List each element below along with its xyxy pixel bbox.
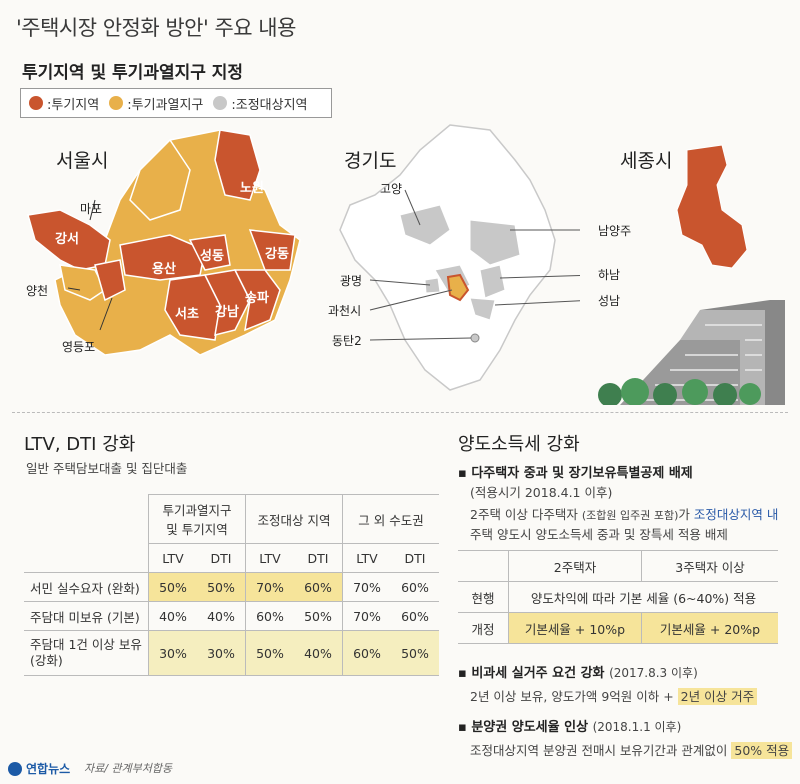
seoul-map: 노원 강서 성동 강동 용산 송파 강남 서초: [27, 130, 301, 356]
district-label: 성동: [200, 249, 224, 264]
footer-logo: 연합뉴스: [8, 760, 70, 777]
table-cell: 60%: [245, 601, 294, 631]
sub-col-header: LTV: [245, 543, 294, 573]
sejong-map: [676, 144, 748, 269]
place-label: 하남: [598, 268, 621, 282]
bullet-residence: ▪ 비과세 실거주 요건 강화 (2017.8.3 이후): [458, 666, 698, 681]
legend-swatch: [29, 96, 43, 110]
ltv-dti-heading: LTV, DTI 강화: [24, 434, 136, 455]
sub-col-header: DTI: [197, 543, 246, 573]
legend-item: :투기과열지구: [109, 94, 203, 113]
col-group-header: 투기과열지구 및 투기지역: [148, 494, 246, 544]
table-cell: 70%: [342, 572, 391, 602]
district-label: 양천: [26, 284, 49, 298]
table-cell: 70%: [245, 572, 294, 602]
place-label: 남양주: [598, 224, 632, 238]
sub-col-header: LTV: [342, 543, 391, 573]
gyeonggi-title: 경기도: [344, 150, 397, 172]
table-cell: 60%: [391, 572, 439, 602]
row-label: 서민 실수요자 (완화): [24, 572, 149, 602]
table-cell: 기본세율 + 10%p: [508, 612, 642, 644]
table-cell: 기본세율 + 20%p: [641, 612, 778, 644]
place-label: 과천시: [328, 304, 362, 318]
bullet-text: 2주택 이상 다주택자 (조합원 입주권 포함)가 조정대상지역 내: [470, 507, 779, 522]
sub-col-header: LTV: [148, 543, 197, 573]
table-row: 개정 기본세율 + 10%p 기본세율 + 20%p: [458, 612, 778, 644]
place-label: 동탄2: [332, 334, 362, 348]
table-cell: 40%: [294, 630, 343, 676]
legend-label: :투기지역: [47, 97, 100, 113]
logo-icon: [8, 761, 22, 776]
legend-label: :투기과열지구: [127, 97, 204, 113]
table-cell: 60%: [294, 572, 343, 602]
district-label: 노원: [240, 181, 264, 196]
row-label: 개정: [458, 612, 509, 644]
bullet-text: 조정대상지역 분양권 전매시 보유기간과 관계없이 50% 적용: [470, 740, 793, 759]
table-row: 주담대 미보유 (기본) 40% 40% 60% 50% 70% 60%: [24, 601, 439, 631]
table-row: 서민 실수요자 (완화) 50% 50% 70% 60% 70% 60%: [24, 572, 439, 602]
table-cell: 30%: [148, 630, 197, 676]
page-title: '주택시장 안정화 방안' 주요 내용: [16, 16, 296, 40]
bullet-text: 주택 양도시 양도소득세 중과 및 장특세 적용 배제: [470, 527, 728, 542]
bullet-multi-home: ▪ 다주택자 중과 및 장기보유특별공제 배제: [458, 466, 693, 481]
bullet-text: 2년 이상 보유, 양도가액 9억원 이하 + 2년 이상 거주: [470, 686, 758, 705]
row-label: 주담대 1건 이상 보유 (강화): [24, 630, 149, 676]
ltv-dti-table: 투기과열지구 및 투기지역 조정대상 지역 그 외 수도권 LTV DTI LT…: [24, 494, 439, 676]
table-cell: 50%: [148, 572, 197, 602]
legend-label: :조정대상지역: [231, 97, 308, 113]
district-label: 송파: [245, 291, 269, 306]
map-legend: :투기지역 :투기과열지구 :조정대상지역: [20, 88, 332, 118]
bullet-date: (적용시기 2018.4.1 이후): [470, 485, 613, 500]
gyeonggi-map: [339, 124, 580, 391]
table-cell: 40%: [197, 601, 246, 631]
table-cell: 50%: [245, 630, 294, 676]
tax-rate-table: 2주택자 3주택자 이상 현행 양도차익에 따라 기본 세율 (6~40%) 적…: [458, 550, 778, 644]
table-cell: 60%: [391, 601, 439, 631]
district-label: 마포: [80, 202, 103, 216]
col-group-header: 그 외 수도권: [342, 494, 439, 544]
table-cell: 30%: [197, 630, 246, 676]
col-group-header: 조정대상 지역: [245, 494, 343, 544]
col-header: 3주택자 이상: [641, 550, 778, 582]
row-label: 현행: [458, 581, 509, 613]
section-heading-designation: 투기지역 및 투기과열지구 지정: [22, 63, 244, 83]
legend-swatch: [109, 96, 124, 110]
district-label: 용산: [152, 261, 176, 277]
legend-swatch: [213, 96, 228, 110]
section-divider: [12, 412, 788, 413]
table-cell: 60%: [342, 630, 391, 676]
legend-item: :조정대상지역: [213, 94, 308, 113]
district-label: 강남: [215, 304, 239, 320]
table-cell: 70%: [342, 601, 391, 631]
district-label: 영등포: [62, 340, 96, 354]
bullet-presale: ▪ 분양권 양도세율 인상 (2018.1.1 이후): [458, 720, 682, 735]
district-label: 강서: [55, 231, 79, 247]
table-cell: 50%: [294, 601, 343, 631]
place-label: 성남: [598, 294, 621, 308]
place-label: 고양: [380, 182, 403, 196]
apartment-illustration: [598, 300, 785, 405]
sub-col-header: DTI: [391, 543, 439, 573]
sejong-title: 세종시: [620, 150, 673, 172]
ltv-dti-subheading: 일반 주택담보대출 및 집단대출: [26, 461, 188, 476]
footer-source: 자료/ 관계부처합동: [84, 762, 173, 775]
district-label: 서초: [175, 307, 199, 322]
row-label: 주담대 미보유 (기본): [24, 601, 149, 631]
table-row: 현행 양도차익에 따라 기본 세율 (6~40%) 적용: [458, 581, 778, 613]
table-cell: 40%: [148, 601, 197, 631]
seoul-title: 서울시: [56, 150, 109, 172]
col-header: 2주택자: [508, 550, 642, 582]
sub-col-header: DTI: [294, 543, 343, 573]
district-label: 강동: [265, 246, 289, 262]
table-cell: 50%: [391, 630, 439, 676]
table-row: 주담대 1건 이상 보유 (강화) 30% 30% 50% 40% 60% 50…: [24, 630, 439, 676]
capital-gains-heading: 양도소득세 강화: [458, 434, 580, 455]
table-cell: 50%: [197, 572, 246, 602]
table-cell: 양도차익에 따라 기본 세율 (6~40%) 적용: [508, 581, 778, 613]
legend-item: :투기지역: [29, 94, 99, 113]
place-label: 광명: [340, 274, 363, 288]
